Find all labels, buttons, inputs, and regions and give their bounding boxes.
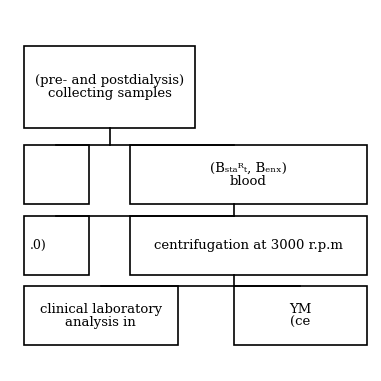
- Bar: [24, 146, 89, 204]
- Text: blood: blood: [230, 175, 267, 188]
- Text: collecting samples: collecting samples: [48, 87, 171, 100]
- Text: analysis in: analysis in: [66, 316, 136, 329]
- Bar: [130, 146, 367, 204]
- Text: (ce: (ce: [290, 316, 310, 329]
- Text: centrifugation at 3000 r.p.m: centrifugation at 3000 r.p.m: [154, 239, 343, 252]
- Bar: [234, 286, 367, 345]
- Text: .0): .0): [30, 239, 46, 252]
- Text: (Bₛₜₐᴿₜ, Bₑₙₓ): (Bₛₜₐᴿₜ, Bₑₙₓ): [210, 162, 287, 175]
- Text: (pre- and postdialysis): (pre- and postdialysis): [35, 74, 184, 87]
- Text: YM: YM: [289, 303, 311, 315]
- Bar: [130, 216, 367, 275]
- Bar: [24, 216, 89, 275]
- Bar: [24, 46, 195, 128]
- Text: clinical laboratory: clinical laboratory: [40, 303, 162, 315]
- Bar: [24, 286, 178, 345]
